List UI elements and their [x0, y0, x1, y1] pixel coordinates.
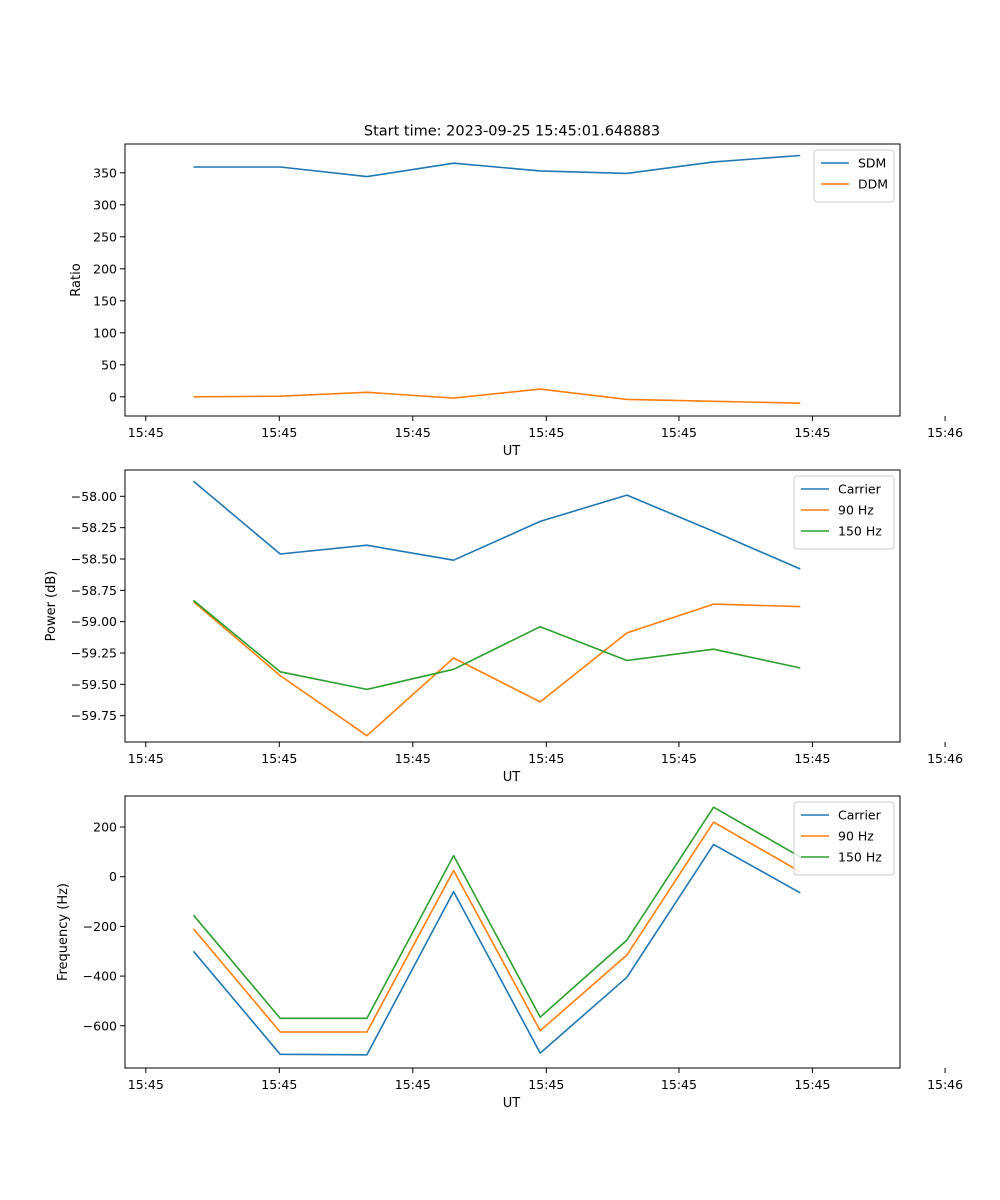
x-tick-label: 15:45: [261, 751, 297, 766]
x-axis-label: UT: [503, 770, 521, 785]
y-tick-label: −200: [83, 919, 117, 934]
power-subplot: 15:45 15:45 15:45 15:45 15:45 15:45 15:46 −58.0…: [44, 469, 963, 785]
y-tick-label: 0: [109, 869, 117, 884]
series-line-sdm: [193, 154, 801, 178]
x-tick-label: 15:45: [661, 751, 697, 766]
series-line-carrier: [192, 843, 801, 1056]
x-tick-label: 15:45: [261, 425, 297, 440]
y-tick-label: −400: [83, 969, 117, 984]
legend-label: 90 Hz: [838, 503, 874, 518]
x-tick-label: 15:45: [794, 1077, 830, 1092]
series-line-150-hz: [192, 806, 801, 1020]
y-tick-label: 100: [93, 325, 117, 340]
x-tick-label: 15:46: [927, 1077, 963, 1092]
x-tick-label: 15:45: [128, 425, 164, 440]
y-tick-label: −58.25: [71, 520, 117, 535]
x-axis-label: UT: [503, 1096, 521, 1111]
legend-label: 150 Hz: [838, 850, 882, 865]
x-tick-label: 15:45: [128, 1077, 164, 1092]
series-line-150-hz: [192, 599, 801, 691]
y-tick-label: 50: [101, 357, 117, 372]
legend: Carrier 90 Hz 150 Hz: [793, 801, 895, 876]
x-axis-label: UT: [503, 444, 521, 459]
series-line-90-hz: [192, 600, 801, 737]
legend-label: DDM: [858, 177, 888, 192]
x-tick-label: 15:45: [661, 425, 697, 440]
y-tick-label: −58.00: [71, 489, 117, 504]
y-tick-label: −600: [83, 1018, 117, 1033]
y-tick-label: 0: [109, 389, 117, 404]
legend-label: 150 Hz: [838, 524, 882, 539]
frequency-subplot: 15:45 15:45 15:45 15:45 15:45 15:45 15:46 200 0 −…: [56, 795, 963, 1111]
legend-label: Carrier: [838, 808, 882, 823]
x-tick-label: 15:45: [528, 1077, 564, 1092]
axes-frame: [124, 143, 901, 417]
axes-frame: [124, 469, 901, 743]
legend: SDM DDM: [813, 149, 895, 203]
x-tick-label: 15:45: [661, 1077, 697, 1092]
y-tick-label: −59.25: [71, 646, 117, 661]
y-tick-label: 150: [93, 293, 117, 308]
y-tick-label: −59.50: [71, 677, 117, 692]
y-tick-label: 300: [93, 197, 117, 212]
y-axis-label: Power (dB): [44, 571, 59, 642]
x-tick-label: 15:45: [794, 751, 830, 766]
x-tick-label: 15:45: [528, 425, 564, 440]
x-tick-label: 15:46: [927, 751, 963, 766]
x-tick-label: 15:45: [395, 425, 431, 440]
y-tick-label: −58.50: [71, 551, 117, 566]
y-tick-label: −59.75: [71, 708, 117, 723]
series-line-ddm: [193, 388, 801, 404]
x-tick-label: 15:45: [395, 1077, 431, 1092]
y-axis-label: Frequency (Hz): [56, 883, 71, 981]
legend-label: 90 Hz: [838, 829, 874, 844]
x-tick-label: 15:45: [528, 751, 564, 766]
x-tick-label: 15:45: [261, 1077, 297, 1092]
legend: Carrier 90 Hz 150 Hz: [793, 475, 895, 550]
y-tick-label: 350: [93, 165, 117, 180]
x-tick-label: 15:45: [395, 751, 431, 766]
x-tick-label: 15:46: [927, 425, 963, 440]
series-line-carrier: [192, 480, 801, 570]
legend-label: Carrier: [838, 482, 882, 497]
x-tick-label: 15:45: [794, 425, 830, 440]
ratio-subplot: 15:45 15:45 15:45 15:45 15:45 15:45 15:46 0 50 10…: [69, 143, 963, 459]
y-axis-label: Ratio: [69, 263, 84, 296]
figure-title: Start time: 2023-09-25 15:45:01.648883: [364, 124, 660, 140]
y-tick-label: 200: [93, 261, 117, 276]
y-tick-label: −59.00: [71, 614, 117, 629]
y-tick-label: −58.75: [71, 583, 117, 598]
legend-label: SDM: [858, 156, 886, 171]
series-line-90-hz: [192, 821, 801, 1033]
y-tick-label: 200: [93, 820, 117, 835]
axes-frame: [124, 795, 901, 1069]
y-tick-label: 250: [93, 229, 117, 244]
x-tick-label: 15:45: [128, 751, 164, 766]
